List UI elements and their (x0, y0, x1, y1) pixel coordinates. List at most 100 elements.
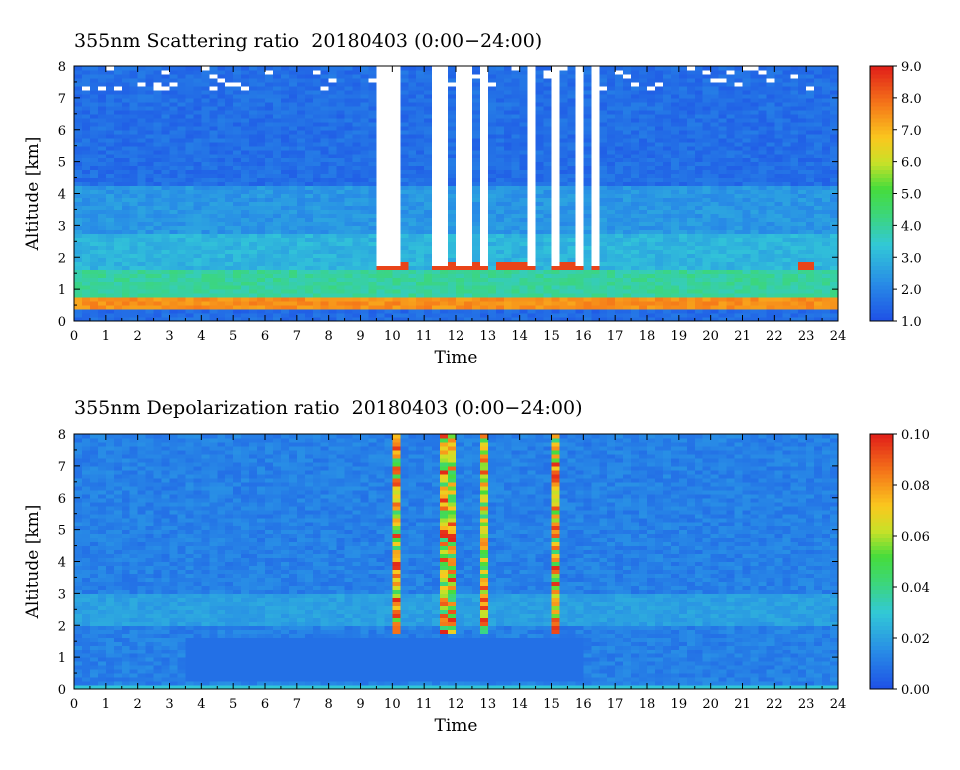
heatmap-cell (113, 193, 123, 199)
heatmap-cell (686, 305, 696, 310)
heatmap-cell (193, 261, 202, 266)
heatmap-cell (535, 225, 545, 230)
heatmap-cell (249, 189, 258, 195)
heatmap-cell (177, 161, 187, 167)
heatmap-cell (368, 205, 378, 211)
heatmap-cell (591, 109, 600, 115)
heatmap-cell (201, 217, 210, 222)
heatmap-cell (217, 189, 226, 195)
heatmap-cell (241, 81, 250, 87)
heatmap-cell (376, 89, 385, 95)
heatmap-cell (312, 189, 322, 195)
heatmap-cell (209, 173, 218, 179)
heatmap-cell (344, 229, 354, 234)
heatmap-cell (97, 133, 107, 139)
heatmap-cell (265, 281, 274, 286)
heatmap-cell (288, 149, 298, 155)
heatmap-cell (639, 301, 648, 306)
heatmap-cell (137, 301, 147, 306)
heatmap-cell (161, 105, 171, 111)
heatmap-cell (304, 317, 314, 322)
heatmap-cell (408, 133, 417, 139)
heatmap-cell (288, 225, 298, 230)
heatmap-cell (233, 273, 242, 278)
heatmap-cell (272, 305, 282, 310)
heatmap-cell (471, 185, 481, 191)
heatmap-cell (217, 173, 226, 179)
heatmap-cell (567, 225, 576, 230)
heatmap-cell (654, 197, 664, 203)
heatmap-cell (74, 69, 83, 75)
heatmap-cell (121, 281, 131, 286)
heatmap-cell (535, 285, 545, 290)
heatmap-cell (177, 217, 187, 222)
heatmap-cell (74, 197, 83, 203)
heatmap-cell (503, 293, 513, 298)
heatmap-cell (678, 217, 688, 222)
heatmap-cell (400, 89, 409, 95)
heatmap-cell (623, 225, 632, 230)
heatmap-cell (384, 257, 393, 262)
heatmap-cell (304, 221, 314, 226)
heatmap-cell (312, 209, 322, 215)
heatmap-cell (288, 137, 298, 143)
heatmap-cell (631, 89, 640, 95)
heatmap-cell (575, 233, 584, 238)
heatmap-cell (416, 209, 425, 215)
heatmap-cell (575, 213, 584, 218)
heatmap-cell (416, 297, 425, 302)
heatmap-cell (591, 205, 600, 211)
heatmap-cell (662, 181, 672, 187)
heatmap-cell (456, 205, 465, 211)
heatmap-cell (654, 285, 664, 290)
heatmap-cell (129, 137, 139, 143)
heatmap-cell (416, 245, 425, 250)
heatmap-cell (177, 193, 187, 199)
heatmap-cell (615, 113, 624, 119)
heatmap-cell (249, 281, 258, 286)
heatmap-cell (328, 133, 338, 139)
heatmap-cell (392, 97, 401, 103)
heatmap-cell (153, 237, 163, 242)
heatmap-cell (607, 89, 616, 95)
heatmap-cell (105, 133, 115, 139)
heatmap-cell (591, 121, 600, 127)
heatmap-cell (129, 257, 139, 262)
heatmap-cell (360, 313, 370, 318)
heatmap-cell (74, 249, 83, 254)
heatmap-cell (336, 273, 346, 278)
heatmap-cell (312, 317, 322, 322)
heatmap-cell (583, 289, 592, 294)
heatmap-cell (97, 117, 107, 123)
heatmap-cell (249, 233, 258, 238)
heatmap-cell (384, 77, 393, 83)
heatmap-cell (89, 205, 99, 211)
heatmap-cell (312, 173, 322, 179)
heatmap-cell (241, 169, 250, 175)
heatmap-cell (607, 269, 616, 274)
heatmap-cell (670, 201, 680, 207)
heatmap-cell (654, 281, 664, 286)
heatmap-cell (129, 229, 139, 234)
heatmap-cell (686, 237, 696, 242)
heatmap-cell (225, 209, 234, 215)
heatmap-cell (217, 165, 226, 171)
heatmap-cell (137, 281, 147, 286)
heatmap-cell (129, 77, 139, 83)
heatmap-cell (360, 285, 370, 290)
heatmap-cell (320, 181, 330, 187)
heatmap-cell (265, 189, 274, 195)
heatmap-cell (535, 253, 545, 258)
heatmap-cell (448, 121, 457, 127)
heatmap-cell (559, 109, 569, 115)
heatmap-cell (678, 237, 688, 242)
heatmap-cell (527, 165, 537, 171)
heatmap-cell (662, 233, 672, 238)
heatmap-cell (631, 101, 640, 107)
heatmap-cell (249, 257, 258, 262)
heatmap-cell (503, 169, 513, 175)
heatmap-cell (424, 173, 433, 179)
heatmap-cell (129, 269, 139, 274)
heatmap-cell (249, 277, 258, 282)
heatmap-cell (81, 225, 91, 230)
